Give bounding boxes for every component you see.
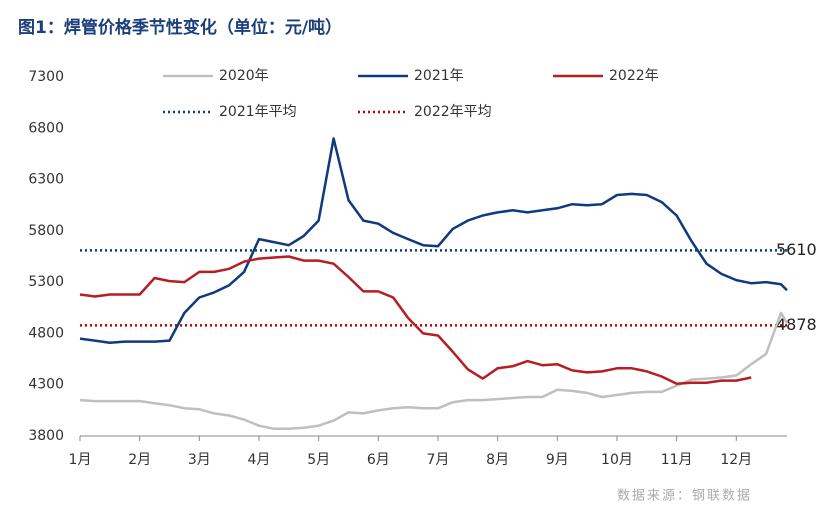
legend-label: 2022年 bbox=[609, 68, 659, 84]
x-tick-label: 7月 bbox=[427, 452, 450, 468]
y-tick-label: 6800 bbox=[28, 120, 64, 136]
legend-label: 2021年 bbox=[414, 68, 464, 84]
y-tick-label: 5800 bbox=[28, 223, 64, 239]
x-tick-label: 12月 bbox=[720, 452, 752, 468]
y-tick-label: 4800 bbox=[28, 325, 64, 341]
series-line bbox=[79, 137, 788, 344]
series-line bbox=[79, 311, 789, 431]
y-tick-label: 7300 bbox=[28, 69, 64, 85]
y-tick-label: 4300 bbox=[28, 377, 64, 393]
legend-label: 2022年平均 bbox=[414, 104, 492, 120]
x-tick-label: 9月 bbox=[546, 452, 569, 468]
average-label: 4878 bbox=[776, 315, 817, 334]
y-tick-label: 5300 bbox=[28, 274, 64, 290]
y-tick-label: 6300 bbox=[28, 172, 64, 188]
x-tick-label: 6月 bbox=[367, 452, 390, 468]
series-line bbox=[79, 255, 752, 385]
x-tick-label: 3月 bbox=[188, 452, 211, 468]
x-tick-label: 10月 bbox=[601, 452, 633, 468]
y-tick-label: 3800 bbox=[28, 428, 64, 444]
x-tick-label: 4月 bbox=[248, 452, 271, 468]
x-tick-label: 11月 bbox=[661, 452, 693, 468]
legend-label: 2021年平均 bbox=[219, 104, 297, 120]
source: 数据来源：钢联数据 bbox=[617, 489, 752, 504]
x-tick-label: 8月 bbox=[486, 452, 509, 468]
x-tick-label: 1月 bbox=[69, 452, 92, 468]
x-tick-label: 5月 bbox=[307, 452, 330, 468]
x-tick-label: 2月 bbox=[128, 452, 151, 468]
chart-title: 图1：焊管价格季节性变化（单位：元/吨） bbox=[18, 17, 342, 38]
average-label: 5610 bbox=[776, 240, 817, 259]
legend-label: 2020年 bbox=[219, 68, 269, 84]
